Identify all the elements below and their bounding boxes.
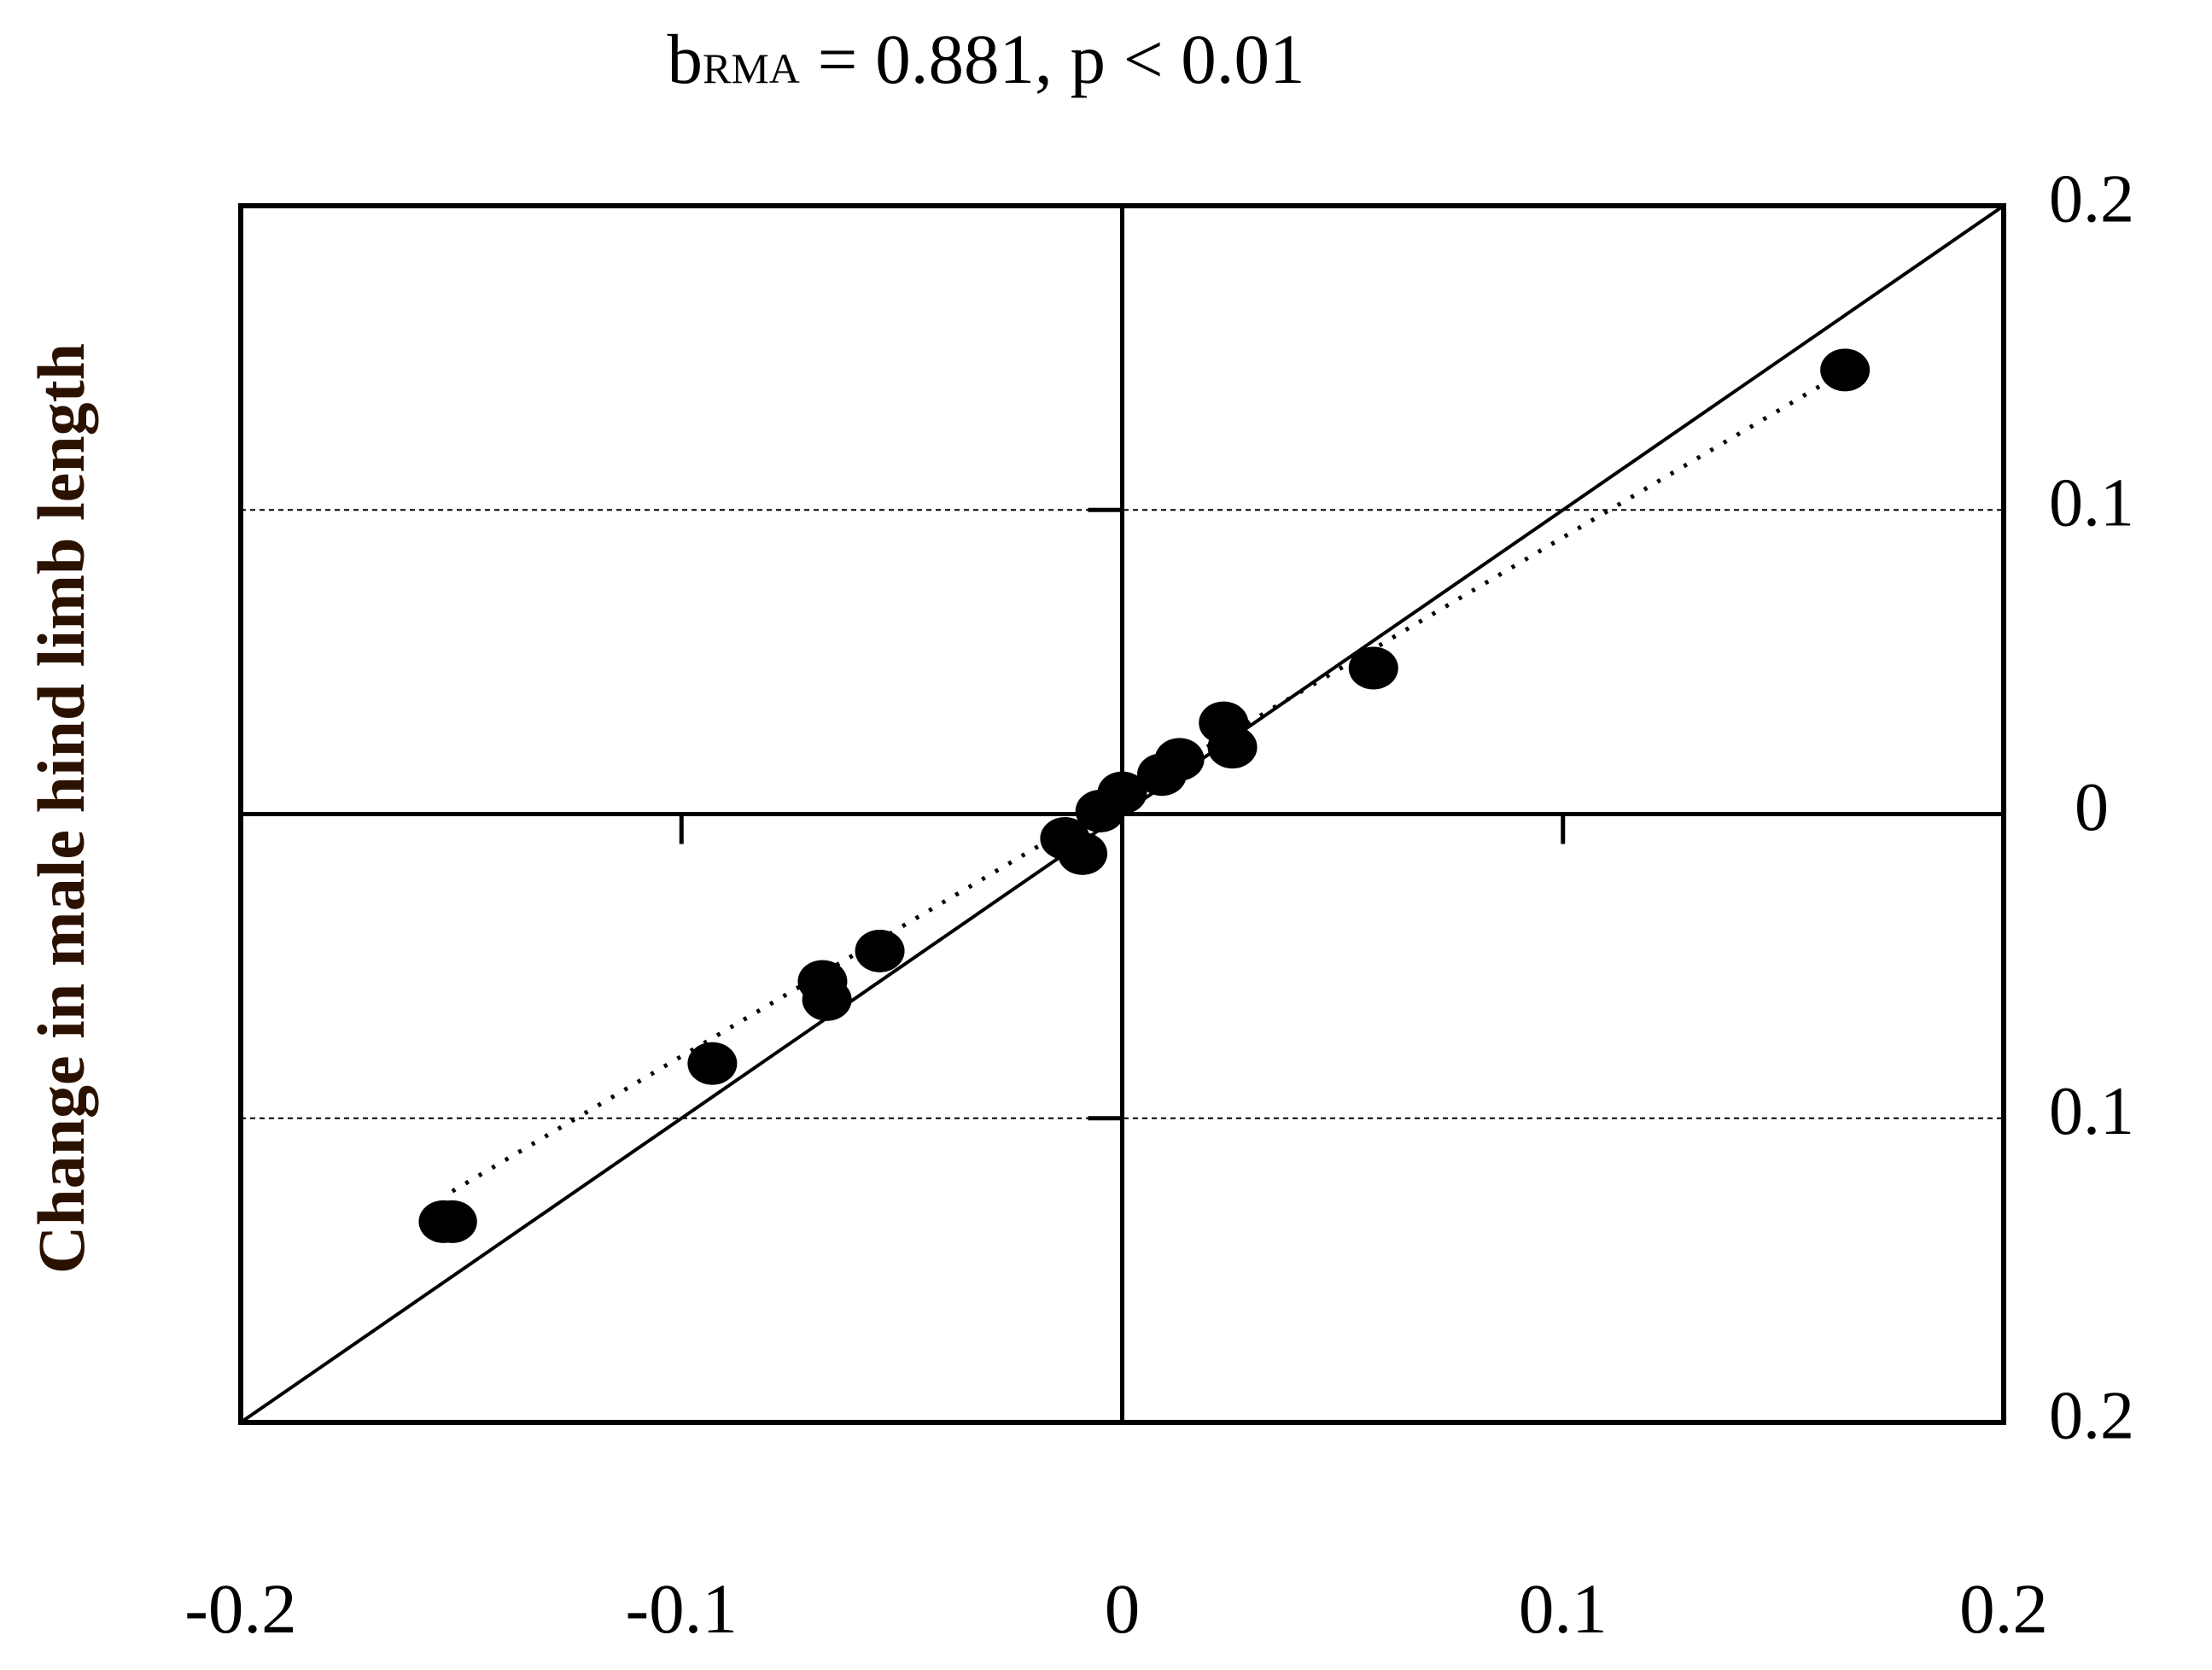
x-tick-label: -0.2	[184, 1569, 296, 1648]
y-tick-label: 0.2	[2049, 161, 2134, 236]
data-point	[855, 929, 905, 972]
x-tick-label: -0.1	[626, 1569, 738, 1648]
data-point	[687, 1042, 738, 1085]
data-point	[1075, 789, 1125, 832]
data-point	[1136, 753, 1187, 797]
data-point	[1348, 646, 1398, 690]
data-point	[802, 978, 852, 1021]
title-rest: = 0.881, p < 0.01	[800, 20, 1305, 98]
y-tick-label: 0.1	[2049, 1074, 2134, 1149]
data-point	[1207, 726, 1258, 769]
title-subscript: RMA	[703, 44, 800, 92]
title-main: b	[667, 20, 703, 98]
chart-title: bRMA = 0.881, p < 0.01	[667, 20, 1304, 98]
data-point	[418, 1200, 469, 1243]
y-tick-label: 0.1	[2049, 466, 2134, 541]
data-point	[1058, 832, 1108, 875]
x-tick-label: 0	[1105, 1569, 1141, 1648]
data-point	[1820, 348, 1871, 392]
y-axis-title: Change in male hind limb length	[24, 343, 98, 1274]
y-tick-label: 0	[2075, 770, 2109, 845]
x-tick-label: 0.1	[1519, 1569, 1608, 1648]
y-tick-label: 0.2	[2049, 1378, 2134, 1453]
x-tick-label: 0.2	[1959, 1569, 2048, 1648]
